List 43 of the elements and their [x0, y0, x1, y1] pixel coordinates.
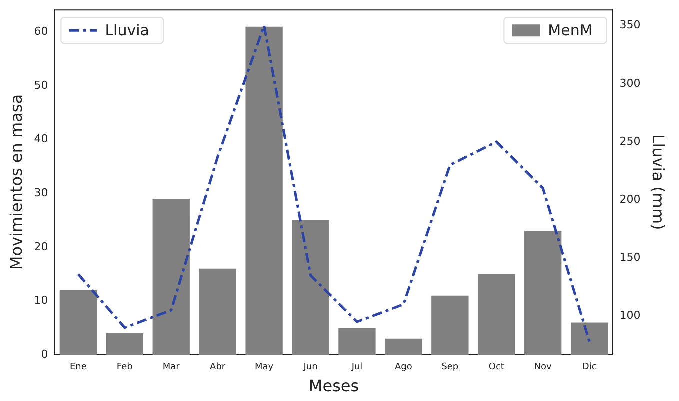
- x-tick-label: Ago: [395, 362, 413, 373]
- bar: [524, 231, 562, 355]
- y-tick-label: 50: [34, 78, 48, 92]
- y-tick-label: 0: [41, 348, 48, 361]
- y2-axis-title: Lluvia (mm): [649, 134, 668, 230]
- x-tick-label: May: [254, 362, 274, 373]
- y2-tick-label: 350: [620, 18, 641, 32]
- x-tick-label: Dic: [582, 362, 597, 373]
- y-tick-label: 40: [34, 132, 48, 146]
- x-tick-label: Jun: [302, 362, 318, 373]
- bar: [338, 328, 376, 355]
- bar: [246, 26, 283, 355]
- bar: [152, 198, 190, 355]
- bar: [292, 220, 330, 355]
- x-axis-title: Meses: [308, 376, 360, 396]
- legend-label: Lluvia: [105, 21, 150, 40]
- x-tick-label: Nov: [534, 362, 553, 373]
- x-tick-label: Mar: [162, 362, 180, 373]
- bar: [106, 333, 144, 355]
- bar: [570, 322, 608, 355]
- y2-tick-label: 200: [620, 192, 641, 206]
- bar: [385, 338, 422, 355]
- y-tick-label: 20: [34, 240, 48, 254]
- x-tick-label: Sep: [442, 362, 459, 373]
- y-tick-label: 10: [34, 294, 48, 308]
- y2-tick-label: 300: [620, 76, 641, 90]
- y-tick-label: 30: [34, 186, 48, 200]
- bar: [199, 268, 236, 355]
- line-series: [77, 24, 591, 344]
- x-tick-label: Feb: [116, 362, 134, 373]
- y-axis-title: Movimientos en masa: [6, 94, 26, 270]
- y2-tick-label: 250: [620, 134, 641, 148]
- legend-label: MenM: [548, 21, 593, 40]
- x-tick-label: Oct: [488, 362, 505, 373]
- y2-tick-label: 100: [620, 309, 641, 322]
- x-tick-label: Ene: [70, 362, 88, 373]
- bar: [432, 296, 469, 355]
- y-tick-label: 60: [34, 25, 48, 38]
- y2-tick-label: 150: [620, 251, 641, 264]
- x-tick-label: Jul: [350, 362, 363, 373]
- x-tick-label: Abr: [210, 362, 226, 373]
- bar: [60, 290, 98, 355]
- bar: [478, 274, 516, 355]
